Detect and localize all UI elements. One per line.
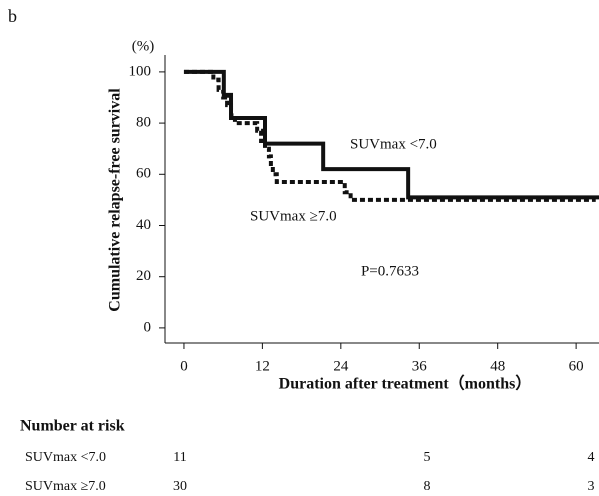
risk-count: 3 [588, 479, 595, 494]
y-axis-label: Cumulative relapse-free survival [107, 88, 124, 312]
x-tick-label: 12 [255, 358, 270, 374]
risk-row-label: SUVmax ≥7.0 [25, 479, 106, 494]
survival-curve [183, 69, 596, 202]
x-tick-label: 60 [569, 358, 584, 374]
y-tick-label: 20 [136, 268, 151, 284]
y-tick-label: 60 [136, 166, 151, 182]
y-tick-label: 100 [129, 63, 152, 79]
risk-count: 5 [424, 450, 431, 465]
x-tick-label: 24 [333, 358, 349, 374]
y-tick-label: 80 [136, 115, 151, 131]
x-tick-label: 0 [180, 358, 188, 374]
x-axis-label: Duration after treatment（months） [279, 375, 532, 393]
y-unit: (%) [132, 38, 155, 54]
risk-title: Number at risk [20, 418, 125, 435]
y-tick-label: 0 [144, 319, 152, 335]
risk-count: 11 [173, 450, 186, 465]
x-tick-label: 36 [412, 358, 428, 374]
y-tick-label: 40 [136, 217, 151, 233]
series-label: SUVmax ≥7.0 [250, 208, 337, 224]
risk-count: 30 [173, 479, 187, 494]
panel-label: b [8, 6, 17, 26]
survival-curve [183, 69, 599, 200]
p-value: P=0.7633 [361, 263, 419, 279]
x-tick-label: 48 [490, 358, 505, 374]
risk-row-label: SUVmax <7.0 [25, 450, 106, 465]
risk-count: 8 [424, 479, 431, 494]
risk-count: 4 [588, 450, 595, 465]
series-label: SUVmax <7.0 [350, 136, 437, 152]
